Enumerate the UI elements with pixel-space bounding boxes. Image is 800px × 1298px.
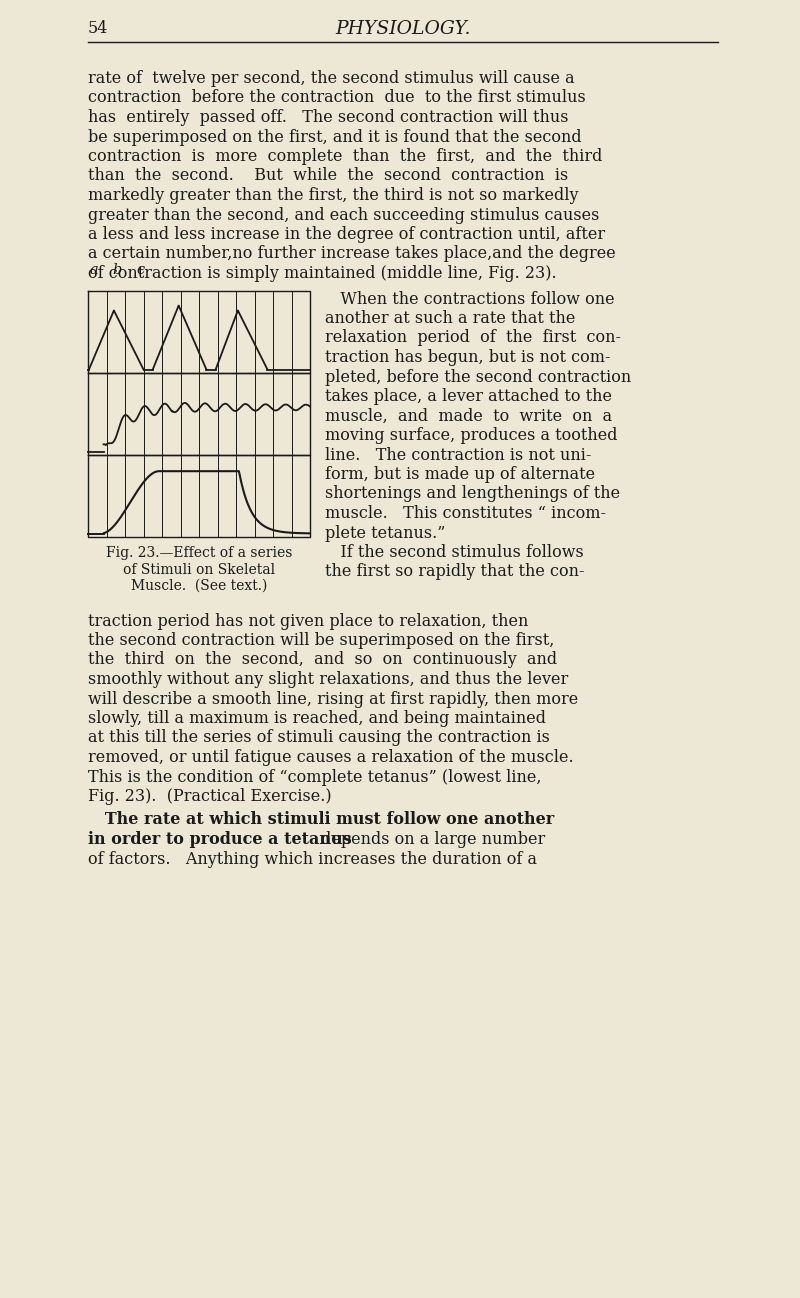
- Text: of contraction is simply maintained (middle line, Fig. 23).: of contraction is simply maintained (mid…: [88, 265, 557, 282]
- Text: form, but is made up of alternate: form, but is made up of alternate: [325, 466, 595, 483]
- Text: in order to produce a tetanus: in order to produce a tetanus: [88, 831, 352, 848]
- Text: traction has begun, but is not com-: traction has begun, but is not com-: [325, 349, 610, 366]
- Text: moving surface, produces a toothed: moving surface, produces a toothed: [325, 427, 618, 444]
- Text: smoothly without any slight relaxations, and thus the lever: smoothly without any slight relaxations,…: [88, 671, 568, 688]
- Text: line.   The contraction is not uni-: line. The contraction is not uni-: [325, 447, 591, 463]
- Text: Muscle.  (See text.): Muscle. (See text.): [131, 579, 267, 592]
- Text: muscle.   This constitutes “ incom-: muscle. This constitutes “ incom-: [325, 505, 606, 522]
- Text: If the second stimulus follows: If the second stimulus follows: [325, 544, 584, 561]
- Text: takes place, a lever attached to the: takes place, a lever attached to the: [325, 388, 612, 405]
- Text: removed, or until fatigue causes a relaxation of the muscle.: removed, or until fatigue causes a relax…: [88, 749, 574, 766]
- Text: of Stimuli on Skeletal: of Stimuli on Skeletal: [123, 562, 275, 576]
- Text: a less and less increase in the degree of contraction until, after: a less and less increase in the degree o…: [88, 226, 605, 243]
- Text: contraction  is  more  complete  than  the  first,  and  the  third: contraction is more complete than the fi…: [88, 148, 602, 165]
- Text: plete tetanus.”: plete tetanus.”: [325, 524, 446, 541]
- Text: at this till the series of stimuli causing the contraction is: at this till the series of stimuli causi…: [88, 729, 550, 746]
- Text: The rate at which stimuli must follow one another: The rate at which stimuli must follow on…: [88, 811, 554, 828]
- Text: shortenings and lengthenings of the: shortenings and lengthenings of the: [325, 485, 620, 502]
- Text: the  third  on  the  second,  and  so  on  continuously  and: the third on the second, and so on conti…: [88, 652, 557, 668]
- Text: Fig. 23.—Effect of a series: Fig. 23.—Effect of a series: [106, 546, 292, 561]
- Text: of factors.   Anything which increases the duration of a: of factors. Anything which increases the…: [88, 850, 537, 867]
- Text: b: b: [112, 262, 122, 276]
- Text: the second contraction will be superimposed on the first,: the second contraction will be superimpo…: [88, 632, 554, 649]
- Text: contraction  before the contraction  due  to the first stimulus: contraction before the contraction due t…: [88, 90, 586, 106]
- Text: relaxation  period  of  the  first  con-: relaxation period of the first con-: [325, 330, 621, 347]
- Text: a certain number,no further increase takes place,and the degree: a certain number,no further increase tak…: [88, 245, 616, 262]
- Text: slowly, till a maximum is reached, and being maintained: slowly, till a maximum is reached, and b…: [88, 710, 546, 727]
- Text: the first so rapidly that the con-: the first so rapidly that the con-: [325, 563, 585, 580]
- Text: c: c: [136, 262, 144, 276]
- Text: depends on a large number: depends on a large number: [316, 831, 546, 848]
- Text: markedly greater than the first, the third is not so markedly: markedly greater than the first, the thi…: [88, 187, 578, 204]
- Text: greater than the second, and each succeeding stimulus causes: greater than the second, and each succee…: [88, 206, 599, 223]
- Text: Fig. 23).  (Practical Exercise.): Fig. 23). (Practical Exercise.): [88, 788, 332, 805]
- Text: will describe a smooth line, rising at first rapidly, then more: will describe a smooth line, rising at f…: [88, 691, 578, 707]
- Text: be superimposed on the first, and it is found that the second: be superimposed on the first, and it is …: [88, 129, 582, 145]
- Text: PHYSIOLOGY.: PHYSIOLOGY.: [335, 19, 470, 38]
- Text: a: a: [90, 262, 98, 276]
- Text: 54: 54: [88, 19, 108, 38]
- Text: When the contractions follow one: When the contractions follow one: [325, 291, 614, 308]
- Text: another at such a rate that the: another at such a rate that the: [325, 310, 575, 327]
- Text: This is the condition of “complete tetanus” (lowest line,: This is the condition of “complete tetan…: [88, 768, 542, 785]
- Text: muscle,  and  made  to  write  on  a: muscle, and made to write on a: [325, 408, 612, 424]
- Text: has  entirely  passed off.   The second contraction will thus: has entirely passed off. The second cont…: [88, 109, 569, 126]
- Text: traction period has not given place to relaxation, then: traction period has not given place to r…: [88, 613, 528, 630]
- Text: rate of  twelve per second, the second stimulus will cause a: rate of twelve per second, the second st…: [88, 70, 574, 87]
- Text: than  the  second.    But  while  the  second  contraction  is: than the second. But while the second co…: [88, 167, 568, 184]
- Text: pleted, before the second contraction: pleted, before the second contraction: [325, 369, 631, 386]
